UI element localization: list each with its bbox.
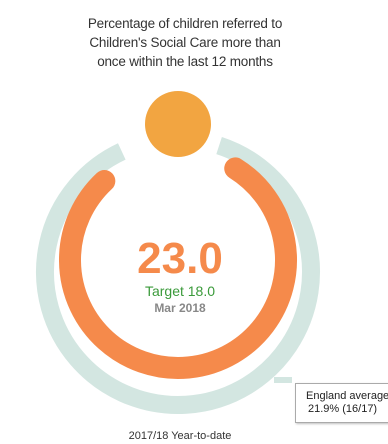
footer-period: 2017/18 Year-to-date [128, 430, 232, 442]
england-average-label: England average [306, 390, 388, 402]
actual-value-arc [59, 157, 297, 379]
england-average-tooltip: England average 21.9% (16/17) [295, 383, 388, 423]
target-marker [145, 91, 211, 157]
chart-title-line-3: once within the last 12 months [97, 54, 273, 69]
chart-title-line-1: Percentage of children referred to [87, 16, 283, 31]
england-average-arc [36, 136, 320, 414]
period-label: Mar 2018 [154, 301, 206, 315]
chart-title: Percentage of children referred to Child… [30, 14, 340, 71]
england-average-marker [274, 377, 292, 383]
current-value: 23.0 [137, 234, 223, 283]
target-value: Target 18.0 [144, 283, 216, 299]
england-average-value: 21.9% (16/17) [308, 403, 378, 415]
chart-title-line-2: Children's Social Care more than [89, 35, 281, 50]
